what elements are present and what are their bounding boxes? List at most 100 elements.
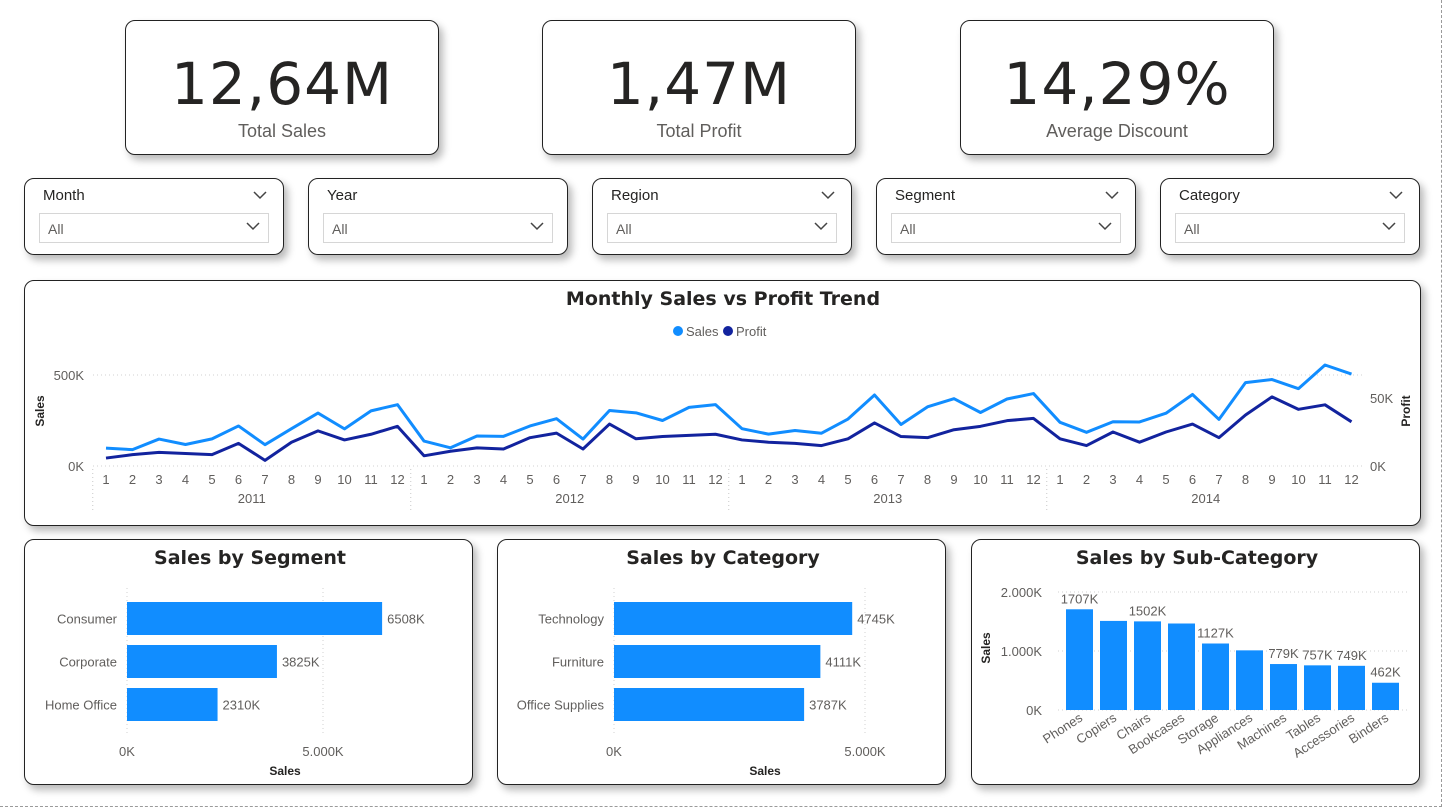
year-tick-label: 2013 — [873, 491, 902, 506]
month-tick-label: 5 — [1162, 472, 1169, 487]
month-tick-label: 5 — [844, 472, 851, 487]
month-tick-label: 7 — [1215, 472, 1222, 487]
bar[interactable] — [1304, 665, 1331, 710]
kpi-value: 14,29% — [1003, 50, 1231, 118]
left-axis-tick: 500K — [54, 368, 85, 383]
chevron-down-icon[interactable] — [1389, 191, 1403, 200]
bar[interactable] — [1202, 643, 1229, 710]
chevron-down-icon[interactable] — [530, 222, 544, 231]
slicer-value: All — [616, 221, 632, 237]
category-bar-chart: Sales by Category Technology 4745K Furnitu… — [517, 547, 895, 778]
bar[interactable] — [614, 602, 853, 635]
month-tick-label: 8 — [606, 472, 613, 487]
data-label: 779K — [1268, 646, 1299, 661]
bar[interactable] — [614, 645, 821, 678]
slicer-segment: Segment All — [876, 178, 1136, 255]
category-label: Furniture — [552, 655, 604, 670]
chevron-down-icon[interactable] — [1382, 222, 1396, 231]
x-axis-tick: 5.000K — [302, 744, 344, 759]
left-axis-title: Sales — [33, 395, 47, 427]
slicer-dropdown[interactable]: All — [39, 213, 269, 243]
chevron-down-icon[interactable] — [1105, 191, 1119, 200]
month-tick-label: 4 — [1136, 472, 1143, 487]
bar[interactable] — [1372, 682, 1399, 710]
bar[interactable] — [1270, 664, 1297, 710]
bar[interactable] — [127, 645, 277, 678]
category-label: Technology — [538, 612, 604, 627]
slicer-title: Region — [611, 187, 659, 204]
month-tick-label: 3 — [473, 472, 480, 487]
bar[interactable] — [1134, 621, 1161, 710]
month-tick-label: 2 — [765, 472, 772, 487]
category-label: Binders — [1346, 710, 1392, 747]
year-tick-label: 2012 — [555, 491, 584, 506]
bar[interactable] — [1066, 609, 1093, 710]
chart-title: Monthly Sales vs Profit Trend — [566, 288, 880, 310]
month-tick-label: 11 — [1000, 472, 1014, 487]
month-tick-label: 6 — [553, 472, 560, 487]
month-tick-label: 4 — [182, 472, 189, 487]
legend-profit-marker — [723, 326, 733, 336]
slicer-dropdown[interactable]: All — [323, 213, 553, 243]
kpi-card-total-profit: 1,47M Total Profit — [542, 20, 856, 155]
month-tick-label: 1 — [420, 472, 427, 487]
bar[interactable] — [1168, 623, 1195, 710]
right-axis-tick: 50K — [1370, 391, 1393, 406]
legend-sales[interactable]: Sales — [686, 324, 719, 339]
bar[interactable] — [614, 688, 805, 721]
month-tick-label: 1 — [1056, 472, 1063, 487]
y-axis-title: Sales — [979, 632, 993, 664]
slicer-value: All — [332, 221, 348, 237]
x-axis-tick: 0K — [606, 744, 622, 759]
slicer-value: All — [1184, 221, 1200, 237]
month-tick-label: 5 — [526, 472, 533, 487]
slicer-value: All — [900, 221, 916, 237]
month-tick-label: 12 — [1026, 472, 1040, 487]
chevron-down-icon[interactable] — [1098, 222, 1112, 231]
bar[interactable] — [127, 602, 383, 635]
month-tick-label: 2 — [129, 472, 136, 487]
slicer-dropdown[interactable]: All — [607, 213, 837, 243]
sales-series-line[interactable] — [105, 363, 1352, 452]
bar[interactable] — [1338, 665, 1365, 710]
month-tick-label: 10 — [1291, 472, 1305, 487]
subcategory-bar-chart: Sales by Sub-Category 2.000K 1.000K 0K S… — [979, 547, 1408, 761]
kpi-label: Total Sales — [237, 121, 327, 141]
chevron-down-icon[interactable] — [814, 222, 828, 231]
data-label: 3787K — [809, 698, 847, 713]
kpi-value: 12,64M — [170, 50, 394, 118]
year-tick-label: 2011 — [238, 491, 266, 506]
data-label: 4111K — [825, 655, 861, 670]
month-tick-label: 8 — [1242, 472, 1249, 487]
month-tick-label: 7 — [579, 472, 586, 487]
slicer-region: Region All — [592, 178, 852, 255]
slicer-dropdown[interactable]: All — [891, 213, 1121, 243]
chevron-down-icon[interactable] — [821, 191, 835, 200]
bar[interactable] — [127, 688, 218, 721]
slicer-category: Category All — [1160, 178, 1420, 255]
x-axis-title: Sales — [269, 764, 301, 778]
bar[interactable] — [1100, 620, 1127, 710]
chevron-down-icon[interactable] — [246, 222, 260, 231]
chevron-down-icon[interactable] — [253, 191, 267, 200]
month-tick-label: 10 — [655, 472, 669, 487]
month-tick-label: 9 — [314, 472, 321, 487]
category-chart-card: Sales by Category Technology 4745K Furnitu… — [497, 539, 946, 785]
data-label: 1707K — [1061, 591, 1099, 606]
subcategory-chart-card: Sales by Sub-Category 2.000K 1.000K 0K S… — [971, 539, 1420, 785]
slicer-dropdown[interactable]: All — [1175, 213, 1405, 243]
month-tick-label: 11 — [364, 472, 378, 487]
slicer-year: Year All — [308, 178, 568, 255]
month-tick-label: 6 — [235, 472, 242, 487]
legend-profit[interactable]: Profit — [736, 324, 767, 339]
kpi-card-average-discount: 14,29% Average Discount — [960, 20, 1274, 155]
segment-chart-card: Sales by Segment Consumer 6508K Corporate 3… — [24, 539, 473, 785]
x-axis-tick: 0K — [119, 744, 135, 759]
profit-series-line[interactable] — [105, 395, 1353, 462]
month-tick-label: 7 — [897, 472, 904, 487]
segment-bar-chart: Sales by Segment Consumer 6508K Corporate 3… — [45, 547, 425, 778]
chart-title: Sales by Category — [626, 547, 820, 569]
bar[interactable] — [1236, 650, 1263, 710]
y-axis-tick: 0K — [1026, 703, 1042, 718]
